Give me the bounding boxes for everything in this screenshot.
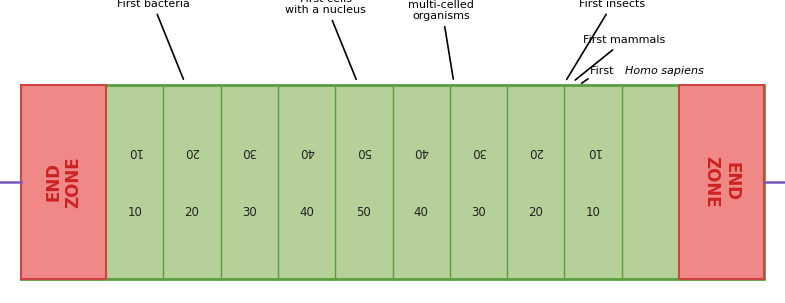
Text: First mammals: First mammals <box>575 35 666 80</box>
Text: 40: 40 <box>299 145 314 158</box>
Text: 10: 10 <box>127 206 142 218</box>
Bar <box>21 85 764 279</box>
Text: 10: 10 <box>586 145 601 158</box>
Text: 40: 40 <box>299 206 314 218</box>
Text: 20: 20 <box>528 145 543 158</box>
Text: First insects: First insects <box>567 0 645 79</box>
Bar <box>21 85 106 279</box>
Text: First: First <box>590 66 617 76</box>
Text: 30: 30 <box>471 206 486 218</box>
Text: 30: 30 <box>242 145 257 158</box>
Text: 10: 10 <box>586 206 601 218</box>
Text: END
ZONE: END ZONE <box>45 156 82 208</box>
Text: First
multi-celled
organisms: First multi-celled organisms <box>408 0 474 79</box>
Text: First cells
with a nucleus: First cells with a nucleus <box>285 0 367 79</box>
Text: 10: 10 <box>127 145 142 158</box>
Text: 20: 20 <box>184 206 199 218</box>
Text: 30: 30 <box>242 206 257 218</box>
Text: Homo sapiens: Homo sapiens <box>625 66 704 76</box>
Text: 30: 30 <box>471 145 486 158</box>
Text: 20: 20 <box>528 206 543 218</box>
Text: END
ZONE: END ZONE <box>703 156 740 208</box>
Bar <box>679 85 764 279</box>
Text: 40: 40 <box>414 206 429 218</box>
Text: 40: 40 <box>414 145 429 158</box>
Text: 50: 50 <box>356 206 371 218</box>
Text: 50: 50 <box>356 145 371 158</box>
Text: 20: 20 <box>184 145 199 158</box>
Text: First bacteria: First bacteria <box>117 0 189 79</box>
